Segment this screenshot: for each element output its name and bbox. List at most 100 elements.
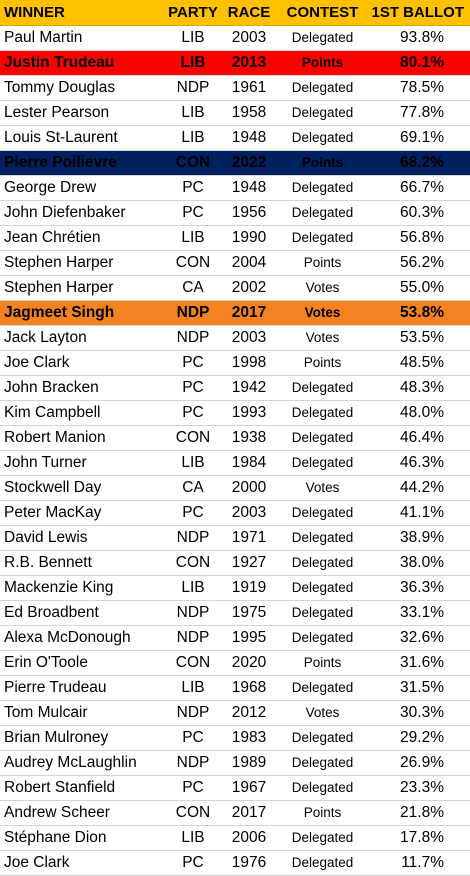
- cell-race: 1975: [223, 600, 275, 626]
- cell-winner: R.B. Bennett: [0, 550, 163, 576]
- cell-first-ballot: 53.8%: [370, 300, 470, 326]
- cell-contest: Points: [275, 250, 370, 276]
- cell-race: 1942: [223, 375, 275, 401]
- table-row: Alexa McDonough NDP 1995 Delegated 32.6%: [0, 625, 470, 651]
- cell-winner: David Lewis: [0, 525, 163, 551]
- cell-winner: Tom Mulcair: [0, 700, 163, 726]
- cell-race: 2020: [223, 650, 275, 676]
- cell-first-ballot: 29.2%: [370, 725, 470, 751]
- cell-contest: Delegated: [275, 175, 370, 201]
- cell-party: CON: [163, 650, 223, 676]
- cell-race: 1948: [223, 125, 275, 151]
- table-row: Tommy Douglas NDP 1961 Delegated 78.5%: [0, 75, 470, 101]
- table-row: Jack Layton NDP 2003 Votes 53.5%: [0, 325, 470, 351]
- table-row: Peter MacKay PC 2003 Delegated 41.1%: [0, 500, 470, 526]
- cell-winner: Stephen Harper: [0, 275, 163, 301]
- cell-race: 1919: [223, 575, 275, 601]
- cell-winner: Jean Chrétien: [0, 225, 163, 251]
- cell-race: 2004: [223, 250, 275, 276]
- cell-contest: Votes: [275, 700, 370, 726]
- table-row: R.B. Bennett CON 1927 Delegated 38.0%: [0, 550, 470, 576]
- cell-race: 2003: [223, 25, 275, 51]
- cell-first-ballot: 55.0%: [370, 275, 470, 301]
- cell-contest: Points: [275, 800, 370, 826]
- cell-race: 1983: [223, 725, 275, 751]
- cell-winner: Stephen Harper: [0, 250, 163, 276]
- cell-first-ballot: 30.3%: [370, 700, 470, 726]
- cell-race: 1967: [223, 775, 275, 801]
- cell-race: 2006: [223, 825, 275, 851]
- cell-first-ballot: 21.8%: [370, 800, 470, 826]
- cell-party: PC: [163, 850, 223, 876]
- cell-contest: Delegated: [275, 400, 370, 426]
- cell-party: LIB: [163, 125, 223, 151]
- cell-first-ballot: 32.6%: [370, 625, 470, 651]
- cell-winner: Brian Mulroney: [0, 725, 163, 751]
- cell-winner: Erin O'Toole: [0, 650, 163, 676]
- cell-winner: John Turner: [0, 450, 163, 476]
- cell-first-ballot: 93.8%: [370, 25, 470, 51]
- table-row: Joe Clark PC 1976 Delegated 11.7%: [0, 850, 470, 876]
- cell-contest: Delegated: [275, 725, 370, 751]
- cell-contest: Delegated: [275, 775, 370, 801]
- cell-contest: Delegated: [275, 25, 370, 51]
- cell-party: PC: [163, 725, 223, 751]
- table-row: Andrew Scheer CON 2017 Points 21.8%: [0, 800, 470, 826]
- cell-party: NDP: [163, 700, 223, 726]
- cell-first-ballot: 31.5%: [370, 675, 470, 701]
- cell-winner: Louis St-Laurent: [0, 125, 163, 151]
- cell-first-ballot: 66.7%: [370, 175, 470, 201]
- cell-party: NDP: [163, 75, 223, 101]
- cell-contest: Delegated: [275, 750, 370, 776]
- cell-contest: Points: [275, 350, 370, 376]
- table-row: Pierre Trudeau LIB 1968 Delegated 31.5%: [0, 675, 470, 701]
- cell-contest: Delegated: [275, 375, 370, 401]
- header-first-ballot: 1ST BALLOT: [370, 0, 470, 26]
- cell-winner: Ed Broadbent: [0, 600, 163, 626]
- cell-race: 1976: [223, 850, 275, 876]
- cell-winner: Kim Campbell: [0, 400, 163, 426]
- cell-first-ballot: 46.4%: [370, 425, 470, 451]
- cell-first-ballot: 56.8%: [370, 225, 470, 251]
- table-row: George Drew PC 1948 Delegated 66.7%: [0, 175, 470, 201]
- table-row: Ed Broadbent NDP 1975 Delegated 33.1%: [0, 600, 470, 626]
- cell-party: LIB: [163, 100, 223, 126]
- cell-winner: Alexa McDonough: [0, 625, 163, 651]
- cell-winner: Robert Manion: [0, 425, 163, 451]
- table-header: WINNER PARTY RACE CONTEST 1ST BALLOT: [0, 0, 470, 26]
- table-row: John Bracken PC 1942 Delegated 48.3%: [0, 375, 470, 401]
- table-row: Stephen Harper CA 2002 Votes 55.0%: [0, 275, 470, 301]
- cell-first-ballot: 48.0%: [370, 400, 470, 426]
- cell-party: PC: [163, 200, 223, 226]
- cell-party: NDP: [163, 300, 223, 326]
- cell-first-ballot: 69.1%: [370, 125, 470, 151]
- cell-party: PC: [163, 375, 223, 401]
- header-party: PARTY: [163, 0, 223, 26]
- cell-race: 1927: [223, 550, 275, 576]
- cell-first-ballot: 77.8%: [370, 100, 470, 126]
- cell-party: CA: [163, 475, 223, 501]
- cell-first-ballot: 11.7%: [370, 850, 470, 876]
- cell-party: PC: [163, 775, 223, 801]
- cell-first-ballot: 80.1%: [370, 50, 470, 76]
- cell-first-ballot: 44.2%: [370, 475, 470, 501]
- table-row: Lester Pearson LIB 1958 Delegated 77.8%: [0, 100, 470, 126]
- header-winner: WINNER: [0, 0, 163, 26]
- cell-race: 1938: [223, 425, 275, 451]
- cell-winner: Audrey McLaughlin: [0, 750, 163, 776]
- cell-first-ballot: 26.9%: [370, 750, 470, 776]
- cell-winner: Jack Layton: [0, 325, 163, 351]
- cell-contest: Delegated: [275, 225, 370, 251]
- table-row: Erin O'Toole CON 2020 Points 31.6%: [0, 650, 470, 676]
- table-row: Robert Manion CON 1938 Delegated 46.4%: [0, 425, 470, 451]
- cell-winner: Joe Clark: [0, 850, 163, 876]
- table-row: Louis St-Laurent LIB 1948 Delegated 69.1%: [0, 125, 470, 151]
- cell-contest: Points: [275, 50, 370, 76]
- cell-winner: George Drew: [0, 175, 163, 201]
- cell-winner: Lester Pearson: [0, 100, 163, 126]
- cell-first-ballot: 38.0%: [370, 550, 470, 576]
- table-row: Mackenzie King LIB 1919 Delegated 36.3%: [0, 575, 470, 601]
- cell-party: LIB: [163, 575, 223, 601]
- cell-party: CON: [163, 800, 223, 826]
